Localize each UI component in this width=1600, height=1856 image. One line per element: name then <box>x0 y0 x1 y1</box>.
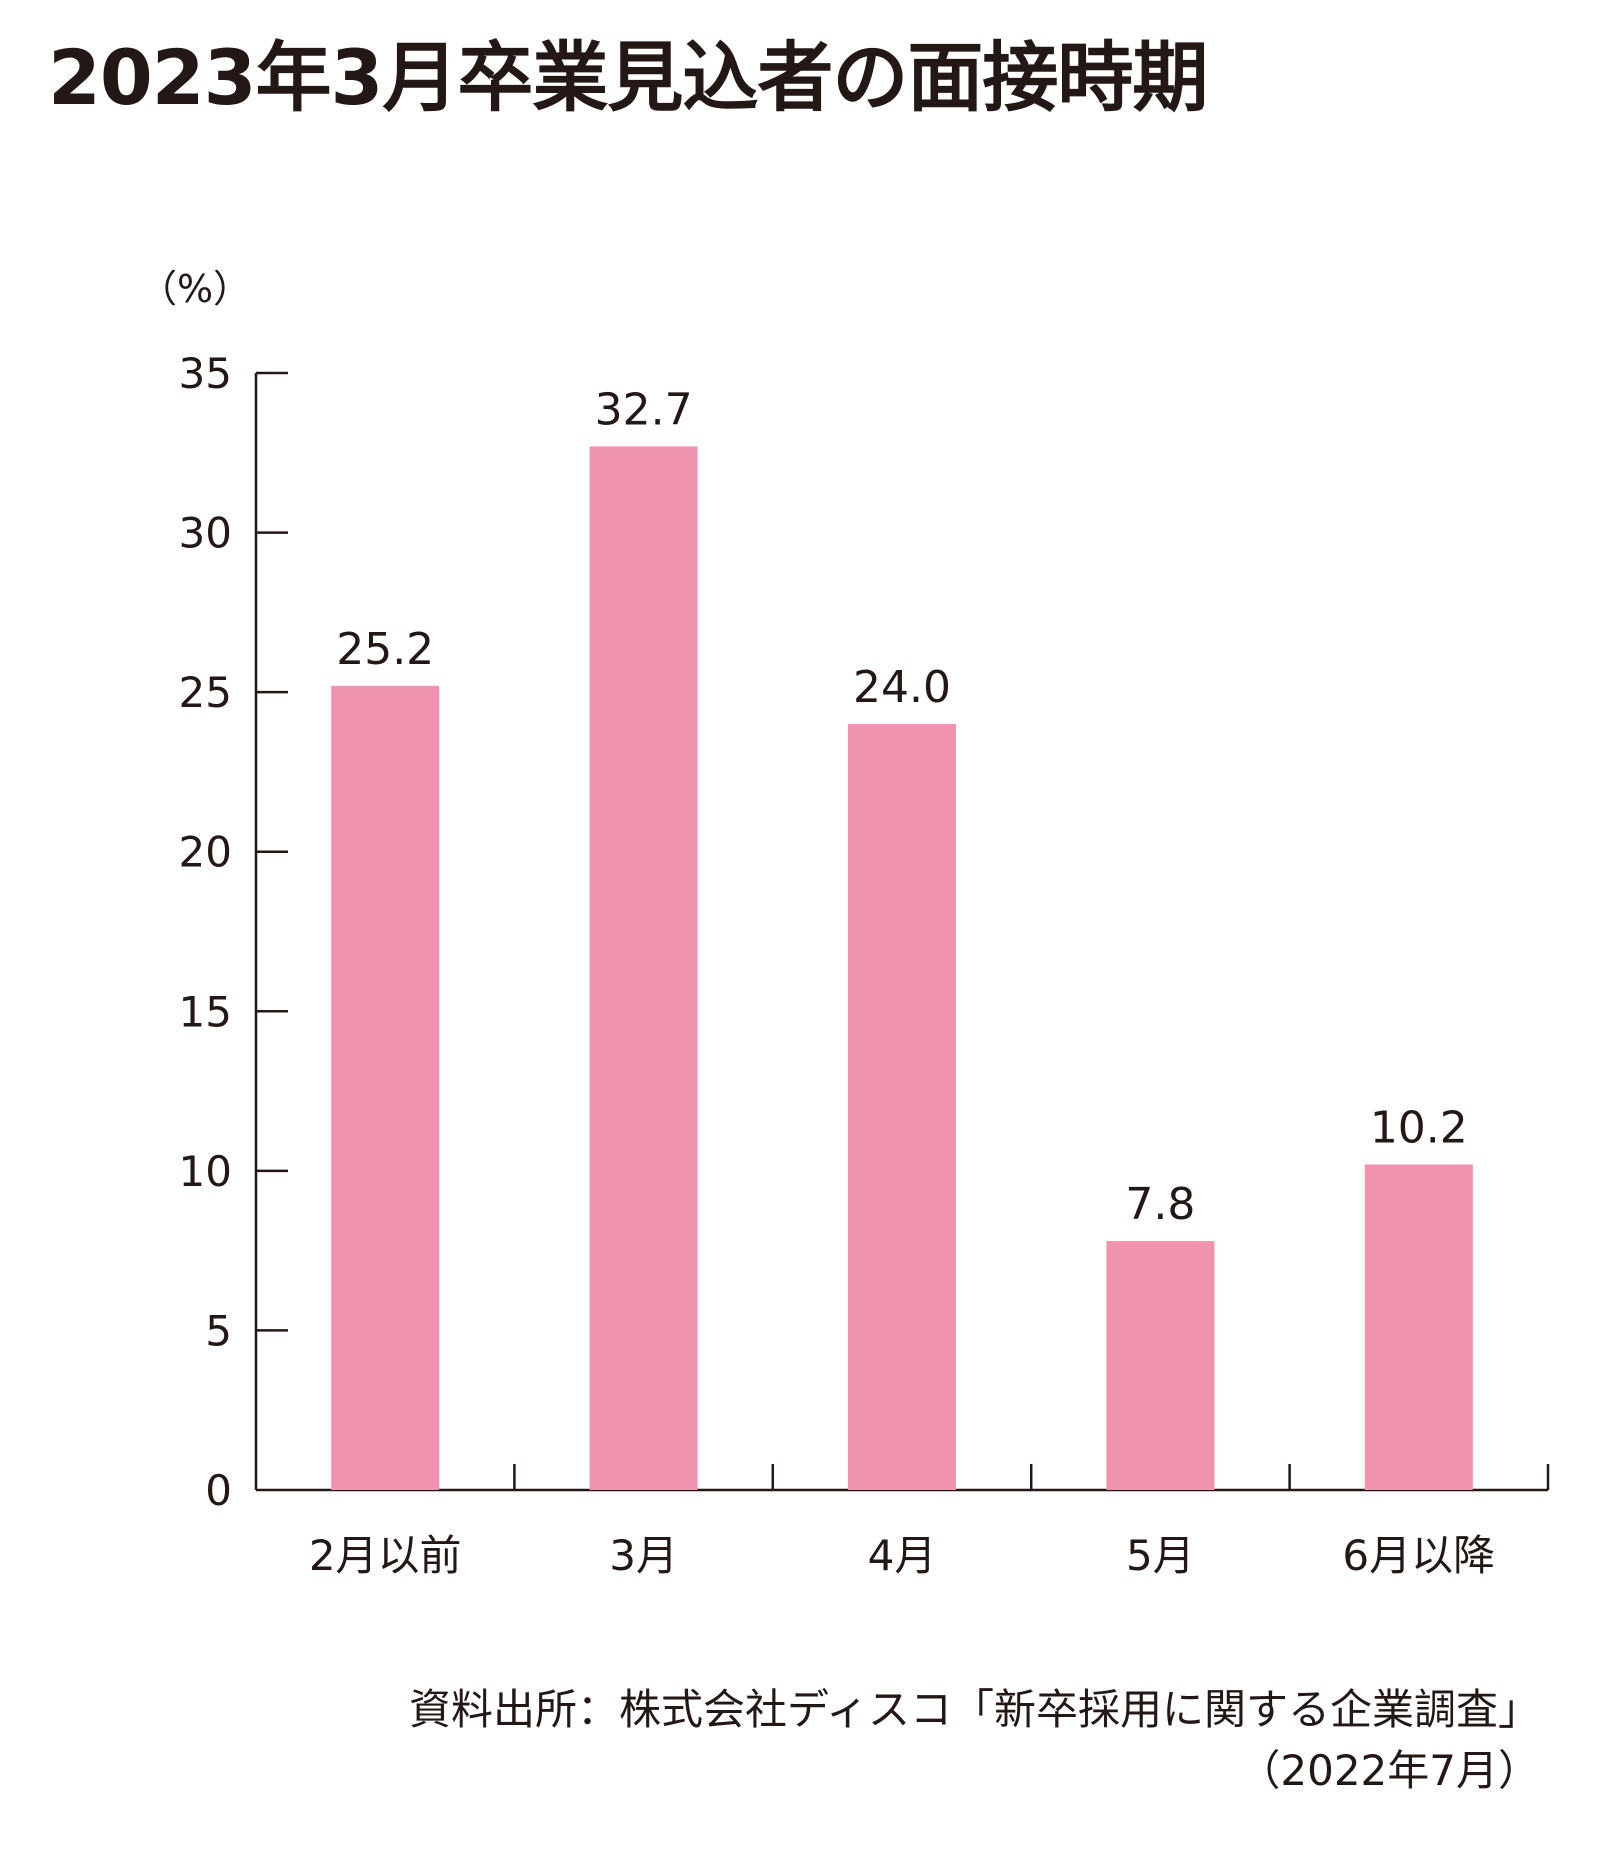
bar <box>1364 1164 1473 1490</box>
bar-chart: （%） 0 5 10 15 20 25 30 35 25.2 32.7 24.0 7.8 10.2 2… <box>139 267 1550 1580</box>
y-tick-label: 25 <box>179 668 232 717</box>
chart-title: 2023年3月卒業見込者の面接時期 <box>48 33 1208 122</box>
bar-value-labels: 25.2 32.7 24.0 7.8 10.2 <box>336 384 1468 1230</box>
x-category-label: 5月 <box>1126 1531 1195 1580</box>
x-category-label: 3月 <box>609 1531 678 1580</box>
bar-value-label: 32.7 <box>595 384 693 435</box>
source-note: 資料出所：株式会社ディスコ「新卒採用に関する企業調査」 （2022年7月） <box>409 1680 1540 1802</box>
y-tick-label: 0 <box>205 1466 232 1515</box>
bar <box>848 724 956 1490</box>
bar-value-label: 10.2 <box>1370 1102 1468 1153</box>
bar <box>331 685 440 1490</box>
chart-bars <box>331 446 1473 1491</box>
bar <box>1106 1241 1215 1490</box>
source-line-2: （2022年7月） <box>1238 1745 1540 1795</box>
x-axis-labels: 2月以前 3月 4月 5月 6月以降 <box>309 1531 1495 1580</box>
x-category-label: 4月 <box>868 1531 937 1580</box>
bar-value-label: 25.2 <box>336 624 434 675</box>
y-tick-label: 30 <box>179 509 232 558</box>
source-line-1: 資料出所：株式会社ディスコ「新卒採用に関する企業調査」 <box>408 1685 1540 1734</box>
bar-value-label: 24.0 <box>853 662 951 713</box>
bar <box>589 446 698 1491</box>
y-tick-label: 15 <box>179 987 232 1036</box>
y-tick-label: 5 <box>205 1306 232 1355</box>
x-category-label: 2月以前 <box>309 1531 462 1580</box>
x-category-label: 6月以降 <box>1342 1531 1495 1580</box>
y-axis-unit-label: （%） <box>139 267 251 311</box>
bar-value-label: 7.8 <box>1125 1179 1195 1230</box>
y-tick-label: 35 <box>179 349 232 398</box>
y-tick-label: 10 <box>179 1147 232 1196</box>
y-axis-ticks: 0 5 10 15 20 25 30 35 <box>179 349 288 1515</box>
y-tick-label: 20 <box>179 828 232 877</box>
